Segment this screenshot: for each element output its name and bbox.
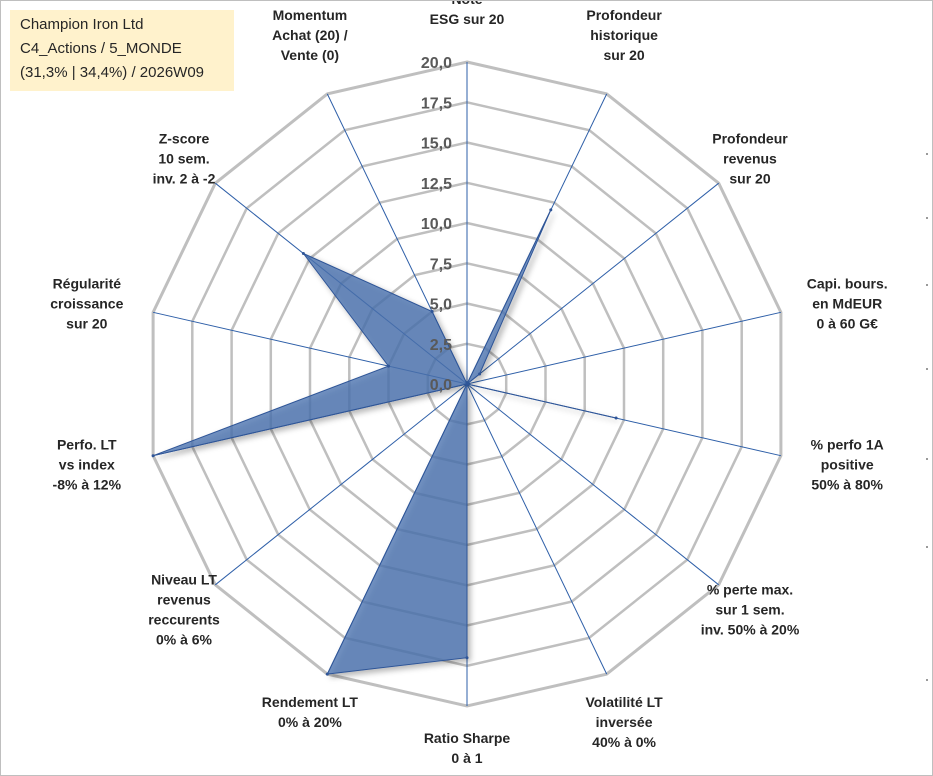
category-label-8: Rendement LT 0% à 20% (262, 694, 359, 730)
scroll-marker (926, 679, 928, 681)
scroll-marker (926, 284, 928, 286)
axis-spoke-2 (466, 182, 720, 385)
series-area-0 (152, 209, 617, 675)
scroll-marker (926, 153, 928, 155)
tick-label-2: 5,0 (430, 297, 452, 314)
series-point-4 (614, 416, 618, 420)
axis-spoke-6 (466, 383, 608, 675)
info-company: Champion Iron Ltd (20, 16, 144, 33)
scroll-marker (926, 458, 928, 460)
category-label-13: Momentum Achat (20) / Vente (0) (272, 7, 348, 63)
category-label-11: Régularité croissance sur 20 (50, 275, 123, 331)
series-point-2 (478, 372, 482, 376)
category-label-9: Niveau LT revenus reccurents 0% à 6% (148, 572, 220, 648)
category-label-1: Profondeur historique sur 20 (586, 7, 662, 63)
category-label-3: Capi. bours. en MdEUR 0 à 60 G€ (807, 275, 888, 331)
tick-label-0: 0,0 (430, 377, 452, 394)
series-point-8 (325, 672, 329, 676)
category-label-6: Volatilité LT inversée 40% à 0% (585, 694, 663, 750)
axis-spoke-9 (214, 383, 468, 586)
category-label-5: % perte max. sur 1 sem. inv. 50% à 20% (701, 582, 800, 638)
axis-spoke-3 (466, 311, 782, 385)
tick-label-1: 2,5 (430, 337, 452, 354)
tick-label-6: 15,0 (421, 136, 452, 153)
vertical-scrollbar-track[interactable] (916, 1, 932, 775)
series-point-11 (387, 364, 390, 368)
series-point-10 (151, 454, 155, 458)
category-label-10: Perfo. LT vs index -8% à 12% (53, 437, 122, 493)
tick-label-3: 7,5 (430, 256, 452, 273)
category-label-12: Z-score 10 sem. inv. 2 à -2 (153, 130, 216, 186)
scroll-marker (926, 546, 928, 548)
tick-label-4: 10,0 (421, 216, 452, 233)
series-point-13 (430, 310, 434, 313)
tick-label-8: 20,0 (421, 55, 452, 72)
series-point-7 (465, 656, 469, 660)
axis-spoke-5 (466, 383, 720, 586)
radial-tick-labels: 0,0 2,5 5,0 7,5 10,0 12,5 15,0 17,5 20,0 (421, 55, 452, 394)
series-point-9 (465, 382, 469, 386)
series-point-12 (301, 252, 305, 255)
category-label-0: NoteESG sur 20 (430, 1, 505, 27)
info-box: Champion Iron Ltd C4_Actions / 5_MONDE (… (10, 10, 234, 91)
series-area (151, 208, 618, 676)
info-stats: (31,3% | 34,4%) / 2026W09 (20, 64, 204, 81)
scroll-marker (926, 217, 928, 219)
scroll-marker (926, 368, 928, 370)
category-label-2: Profondeur revenus sur 20 (712, 130, 788, 186)
category-label-7: Ratio Sharpe 0 à 1 (424, 730, 511, 766)
category-label-4: % perfo 1A positive 50% à 80% (811, 437, 884, 493)
series-point-1 (549, 208, 553, 212)
tick-label-5: 12,5 (421, 176, 452, 193)
info-portfolio: C4_Actions / 5_MONDE (20, 40, 182, 57)
tick-label-7: 17,5 (421, 95, 452, 112)
